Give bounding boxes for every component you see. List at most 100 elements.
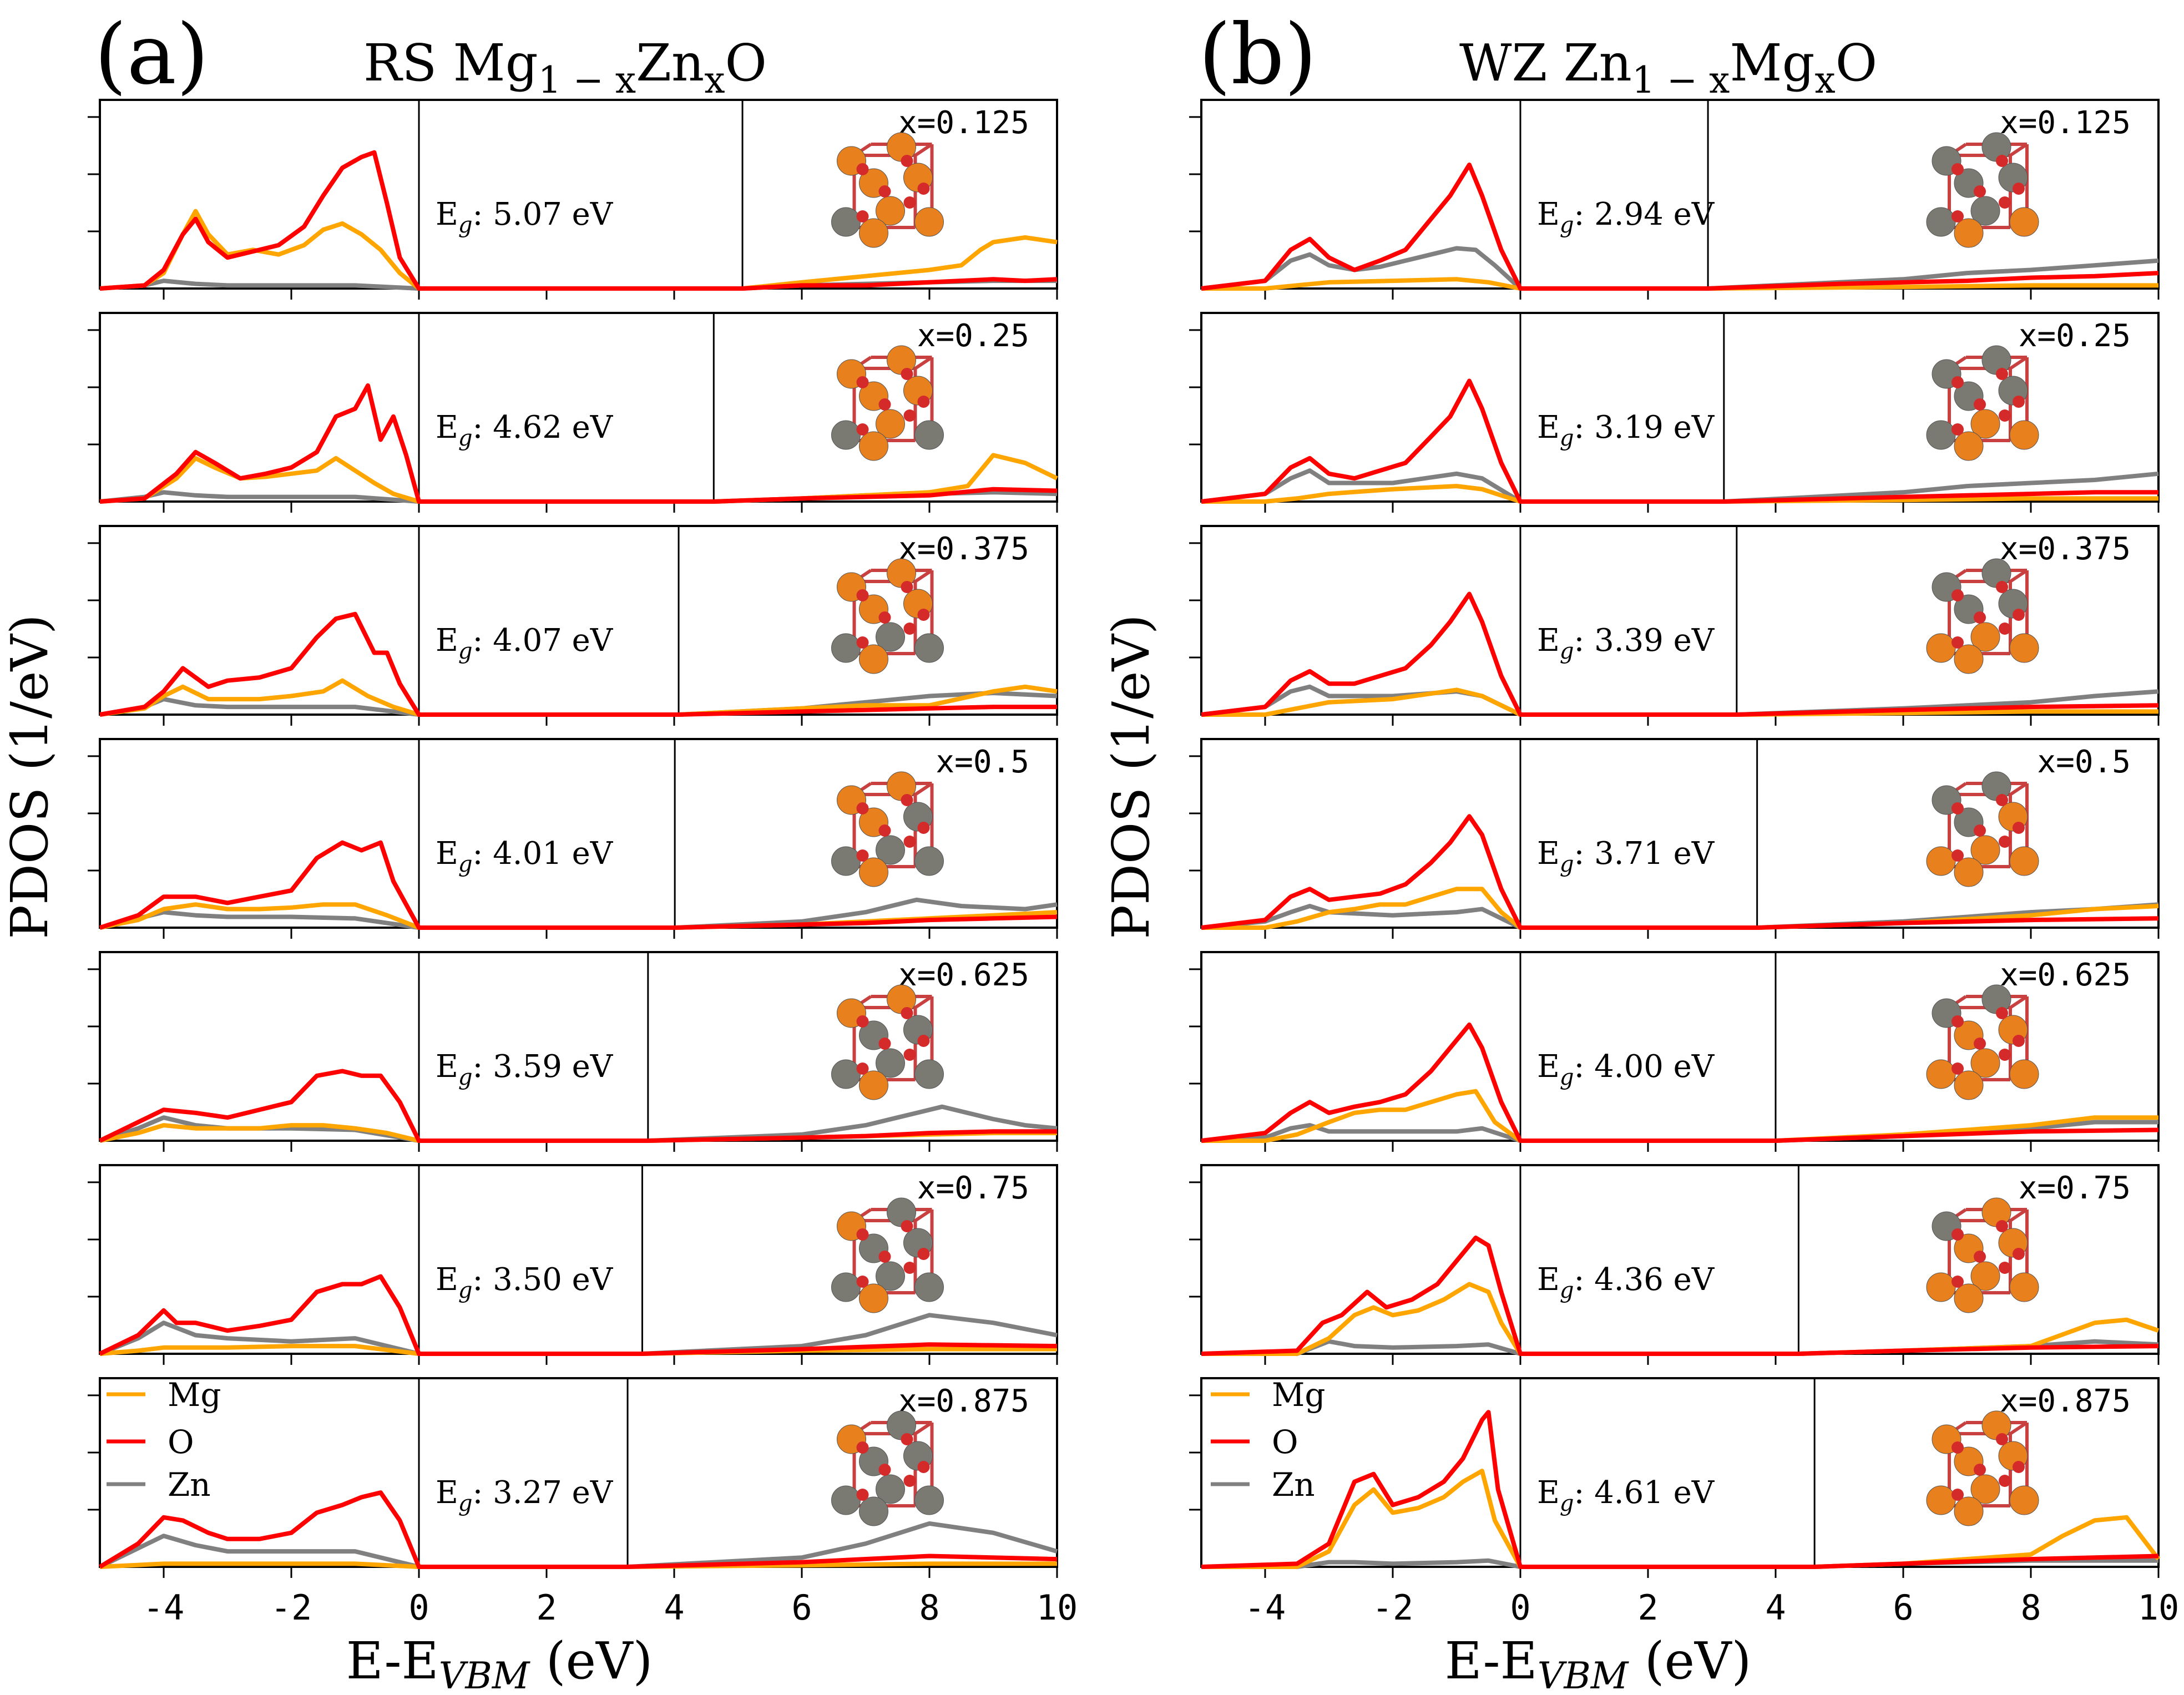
oxygen-atom	[1996, 368, 2008, 380]
oxygen-atom	[1952, 1489, 1964, 1501]
panel-b-legend: Mg O Zn	[1211, 1376, 1326, 1504]
subplot-x=0.5: Eg: 3.71 eV x=0.5	[1189, 738, 2160, 939]
gap-label: Eg: 5.07 eV	[436, 196, 614, 238]
x-tick-label: 10	[1037, 1587, 1078, 1628]
series-line-o	[1201, 378, 2158, 504]
crystal-structure-image	[831, 984, 944, 1100]
gap-label: Eg: 4.07 eV	[436, 623, 614, 664]
oxygen-atom	[878, 1464, 891, 1476]
legend-label-zn: Zn	[1272, 1466, 1315, 1504]
gap-label: Eg: 3.50 eV	[436, 1262, 614, 1303]
series-line-zn	[1201, 1120, 2158, 1143]
oxygen-atom	[901, 794, 913, 806]
oxygen-atom	[903, 836, 916, 848]
x-tick-label: -2	[1372, 1587, 1414, 1628]
legend-label-o: O	[168, 1423, 194, 1461]
atom	[2009, 1059, 2039, 1089]
composition-label: x=0.125	[898, 105, 1029, 141]
series-line-o	[99, 1069, 1057, 1143]
gap-label: Eg: 4.01 eV	[436, 836, 614, 877]
oxygen-atom	[917, 183, 930, 195]
atom	[831, 633, 861, 663]
oxygen-atom	[1996, 155, 2008, 167]
crystal-structure-image	[831, 1197, 944, 1313]
x-tick-label: 10	[2138, 1587, 2180, 1628]
atom	[859, 644, 888, 674]
series-line-mg	[99, 678, 1058, 717]
oxygen-atom	[856, 1441, 869, 1454]
series-line-mg	[1201, 484, 2158, 504]
oxygen-atom	[2013, 609, 2025, 621]
composition-label: x=0.375	[898, 531, 1029, 567]
series-line-mg	[1201, 1469, 2161, 1569]
subplot-x=0.125: Eg: 2.94 eV x=0.125	[1189, 99, 2160, 300]
x-tick-label: 8	[919, 1587, 939, 1628]
atom	[859, 431, 888, 461]
series-line-o	[99, 611, 1057, 717]
atom	[876, 409, 905, 439]
oxygen-atom	[901, 155, 913, 167]
crystal-structure-image	[831, 558, 944, 674]
atom	[1970, 1261, 2000, 1291]
atom	[876, 835, 905, 865]
series-line-mg	[99, 453, 1058, 504]
panel-b-xlabel: E-EVBM (eV)	[1445, 1631, 1752, 1695]
atom	[859, 218, 888, 248]
atom	[2009, 633, 2039, 663]
oxygen-atom	[856, 1489, 869, 1501]
x-tick-label: -4	[1245, 1587, 1286, 1628]
series-line-o	[99, 1274, 1058, 1356]
oxygen-atom	[903, 1262, 916, 1274]
x-tick-label: 6	[1893, 1587, 1913, 1628]
oxygen-atom	[1952, 849, 1964, 862]
oxygen-atom	[1996, 1220, 2008, 1232]
bond	[914, 995, 933, 1009]
bond	[2009, 995, 2028, 1009]
gap-label: Eg: 4.61 eV	[1537, 1475, 1715, 1516]
series-line-zn	[1201, 902, 2159, 930]
x-tick-label: 2	[536, 1587, 557, 1628]
atom	[2009, 207, 2039, 237]
series-line-mg	[1201, 1282, 2160, 1356]
bond	[2009, 1208, 2028, 1222]
atom	[876, 1261, 905, 1291]
composition-label: x=0.125	[2000, 105, 2131, 141]
crystal-structure-image	[1926, 132, 2039, 248]
atom	[2009, 1272, 2039, 1302]
bond	[2009, 143, 2028, 157]
atom	[1926, 633, 1956, 663]
atom	[859, 1496, 888, 1526]
x-tick-label: 8	[2020, 1587, 2041, 1628]
atom	[2009, 846, 2039, 876]
atom	[2009, 1485, 2039, 1515]
atom	[1970, 196, 2000, 226]
oxygen-atom	[901, 1433, 913, 1445]
atom	[859, 1283, 888, 1313]
bond	[914, 782, 933, 796]
composition-label: x=0.75	[917, 1170, 1029, 1206]
series-line-mg	[99, 1561, 1057, 1569]
oxygen-atom	[856, 1276, 869, 1288]
oxygen-atom	[903, 1475, 916, 1487]
legend-label-o: O	[1272, 1423, 1298, 1461]
gap-label: Eg: 3.19 eV	[1537, 409, 1715, 451]
oxygen-atom	[1974, 824, 1986, 837]
atom	[914, 207, 944, 237]
oxygen-atom	[2013, 396, 2025, 408]
oxygen-atom	[901, 1220, 913, 1232]
atom	[876, 196, 905, 226]
oxygen-atom	[917, 1035, 930, 1047]
oxygen-atom	[856, 376, 869, 388]
oxygen-atom	[856, 802, 869, 814]
oxygen-atom	[1974, 1251, 1986, 1263]
oxygen-atom	[901, 1007, 913, 1019]
oxygen-atom	[1952, 163, 1964, 175]
series-line-mg	[99, 209, 1058, 291]
subplot-x=0.5: Eg: 4.01 eV x=0.5	[88, 738, 1058, 939]
atom	[914, 420, 944, 450]
bond	[2009, 1421, 2028, 1435]
atom	[1954, 1496, 1984, 1526]
series-line-o	[99, 383, 1058, 504]
